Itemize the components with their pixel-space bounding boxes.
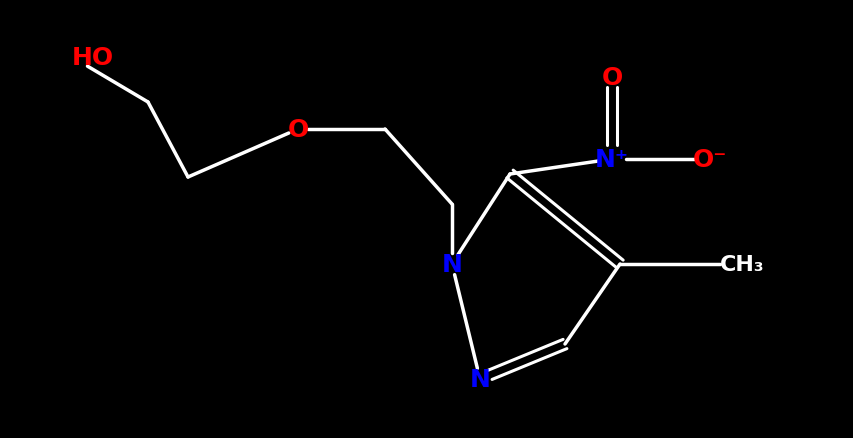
Text: N⁺: N⁺: [595, 148, 629, 172]
Text: O⁻: O⁻: [692, 148, 727, 172]
Text: O: O: [601, 66, 622, 90]
Text: N: N: [469, 367, 490, 391]
Text: O: O: [287, 118, 308, 141]
Text: N: N: [441, 252, 461, 276]
Text: CH₃: CH₃: [719, 254, 763, 274]
Text: HO: HO: [72, 46, 114, 70]
